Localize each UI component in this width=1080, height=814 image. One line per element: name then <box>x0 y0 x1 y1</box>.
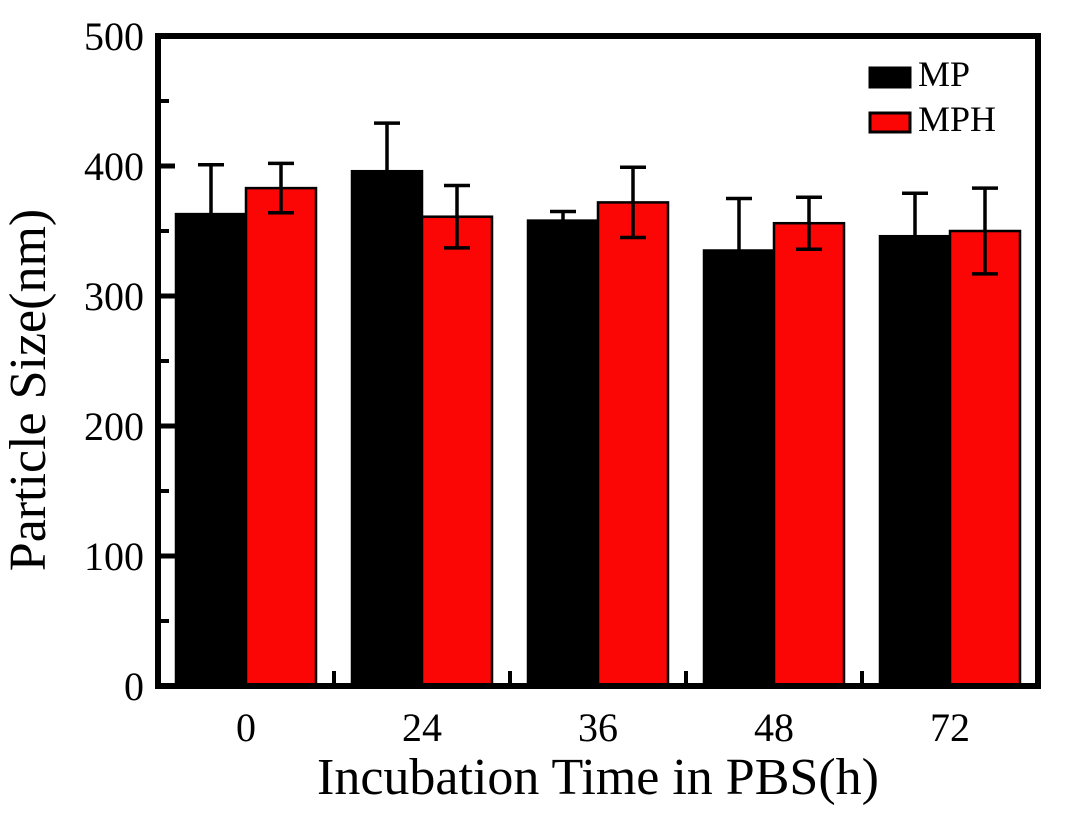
bar-mph-24 <box>420 215 494 688</box>
legend-swatch-mp <box>868 66 912 89</box>
legend-swatch-mph <box>868 111 912 134</box>
error-bar-mp-72 <box>902 191 928 281</box>
bar-mph-48 <box>772 221 846 688</box>
x-axis-title: Incubation Time in PBS(h) <box>317 749 879 806</box>
error-bar-mph-48 <box>796 195 822 251</box>
error-bar-mp-48 <box>726 196 752 305</box>
x-tick-label-36: 36 <box>578 705 618 750</box>
plot-frame <box>155 33 1041 689</box>
error-bar-mph-36 <box>620 165 646 240</box>
x-tick-label-24: 24 <box>402 705 442 750</box>
x-tick-label-0: 0 <box>236 705 256 750</box>
legend-label-mph: MPH <box>918 99 996 139</box>
y-tick-label-400: 400 <box>84 144 144 189</box>
error-bar-mph-24 <box>444 183 470 250</box>
bars-layer <box>174 169 1022 688</box>
y-tick-label-200: 200 <box>84 404 144 449</box>
error-bar-mph-72 <box>972 186 998 276</box>
y-axis-title: Particle Size(nm) <box>0 209 57 571</box>
bar-mp-24 <box>350 169 424 688</box>
x-tick-label-72: 72 <box>930 705 970 750</box>
bar-mph-72 <box>948 229 1022 688</box>
legend: MP MPH <box>868 54 996 139</box>
error-bar-mp-0 <box>198 162 224 266</box>
error-bar-mp-24 <box>374 121 400 222</box>
bar-mp-72 <box>878 234 952 688</box>
y-tick-label-0: 0 <box>124 664 144 709</box>
y-tick-label-500: 500 <box>84 14 144 59</box>
y-tick-label-300: 300 <box>84 274 144 319</box>
labels-layer: 0 24 36 48 72 0 100 200 300 400 500 <box>84 14 970 750</box>
error-bar-mph-0 <box>268 161 294 215</box>
bar-mp-0 <box>174 212 248 688</box>
error-bars-layer <box>198 121 998 305</box>
axes-layer <box>155 33 1041 689</box>
x-tick-label-48: 48 <box>754 705 794 750</box>
bar-mp-48 <box>702 249 776 688</box>
y-tick-label-100: 100 <box>84 534 144 579</box>
bar-mp-36 <box>526 219 600 688</box>
error-bar-mp-36 <box>550 209 576 232</box>
bar-mph-36 <box>596 201 670 688</box>
legend-label-mp: MP <box>918 54 970 94</box>
bar-mph-0 <box>244 186 318 688</box>
